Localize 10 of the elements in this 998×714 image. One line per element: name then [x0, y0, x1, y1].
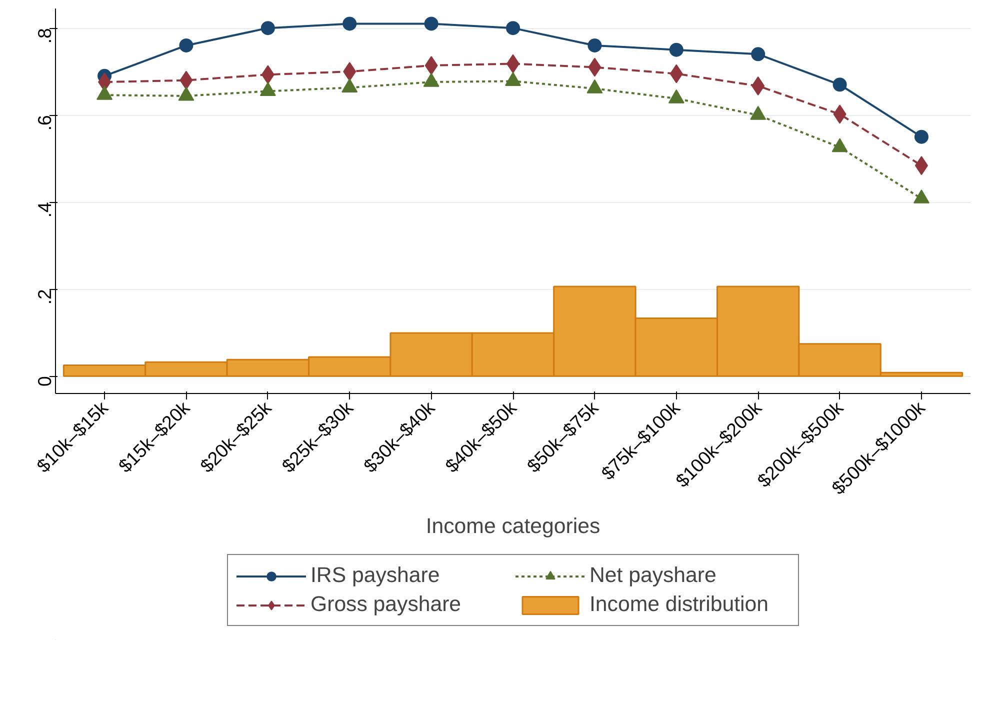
- y-tick-label: .6: [34, 115, 55, 131]
- legend-label: Gross payshare: [310, 592, 462, 617]
- legend-label: Income distribution: [590, 592, 770, 617]
- legend-label: IRS payshare: [310, 563, 441, 588]
- legend-label: Net payshare: [590, 563, 718, 588]
- x-axis-title: Income categories: [426, 514, 600, 538]
- y-tick-label: 0: [34, 376, 55, 386]
- y-tick-label: .8: [34, 28, 55, 44]
- y-tick-label: .4: [34, 202, 55, 218]
- y-tick-label: .2: [34, 289, 55, 305]
